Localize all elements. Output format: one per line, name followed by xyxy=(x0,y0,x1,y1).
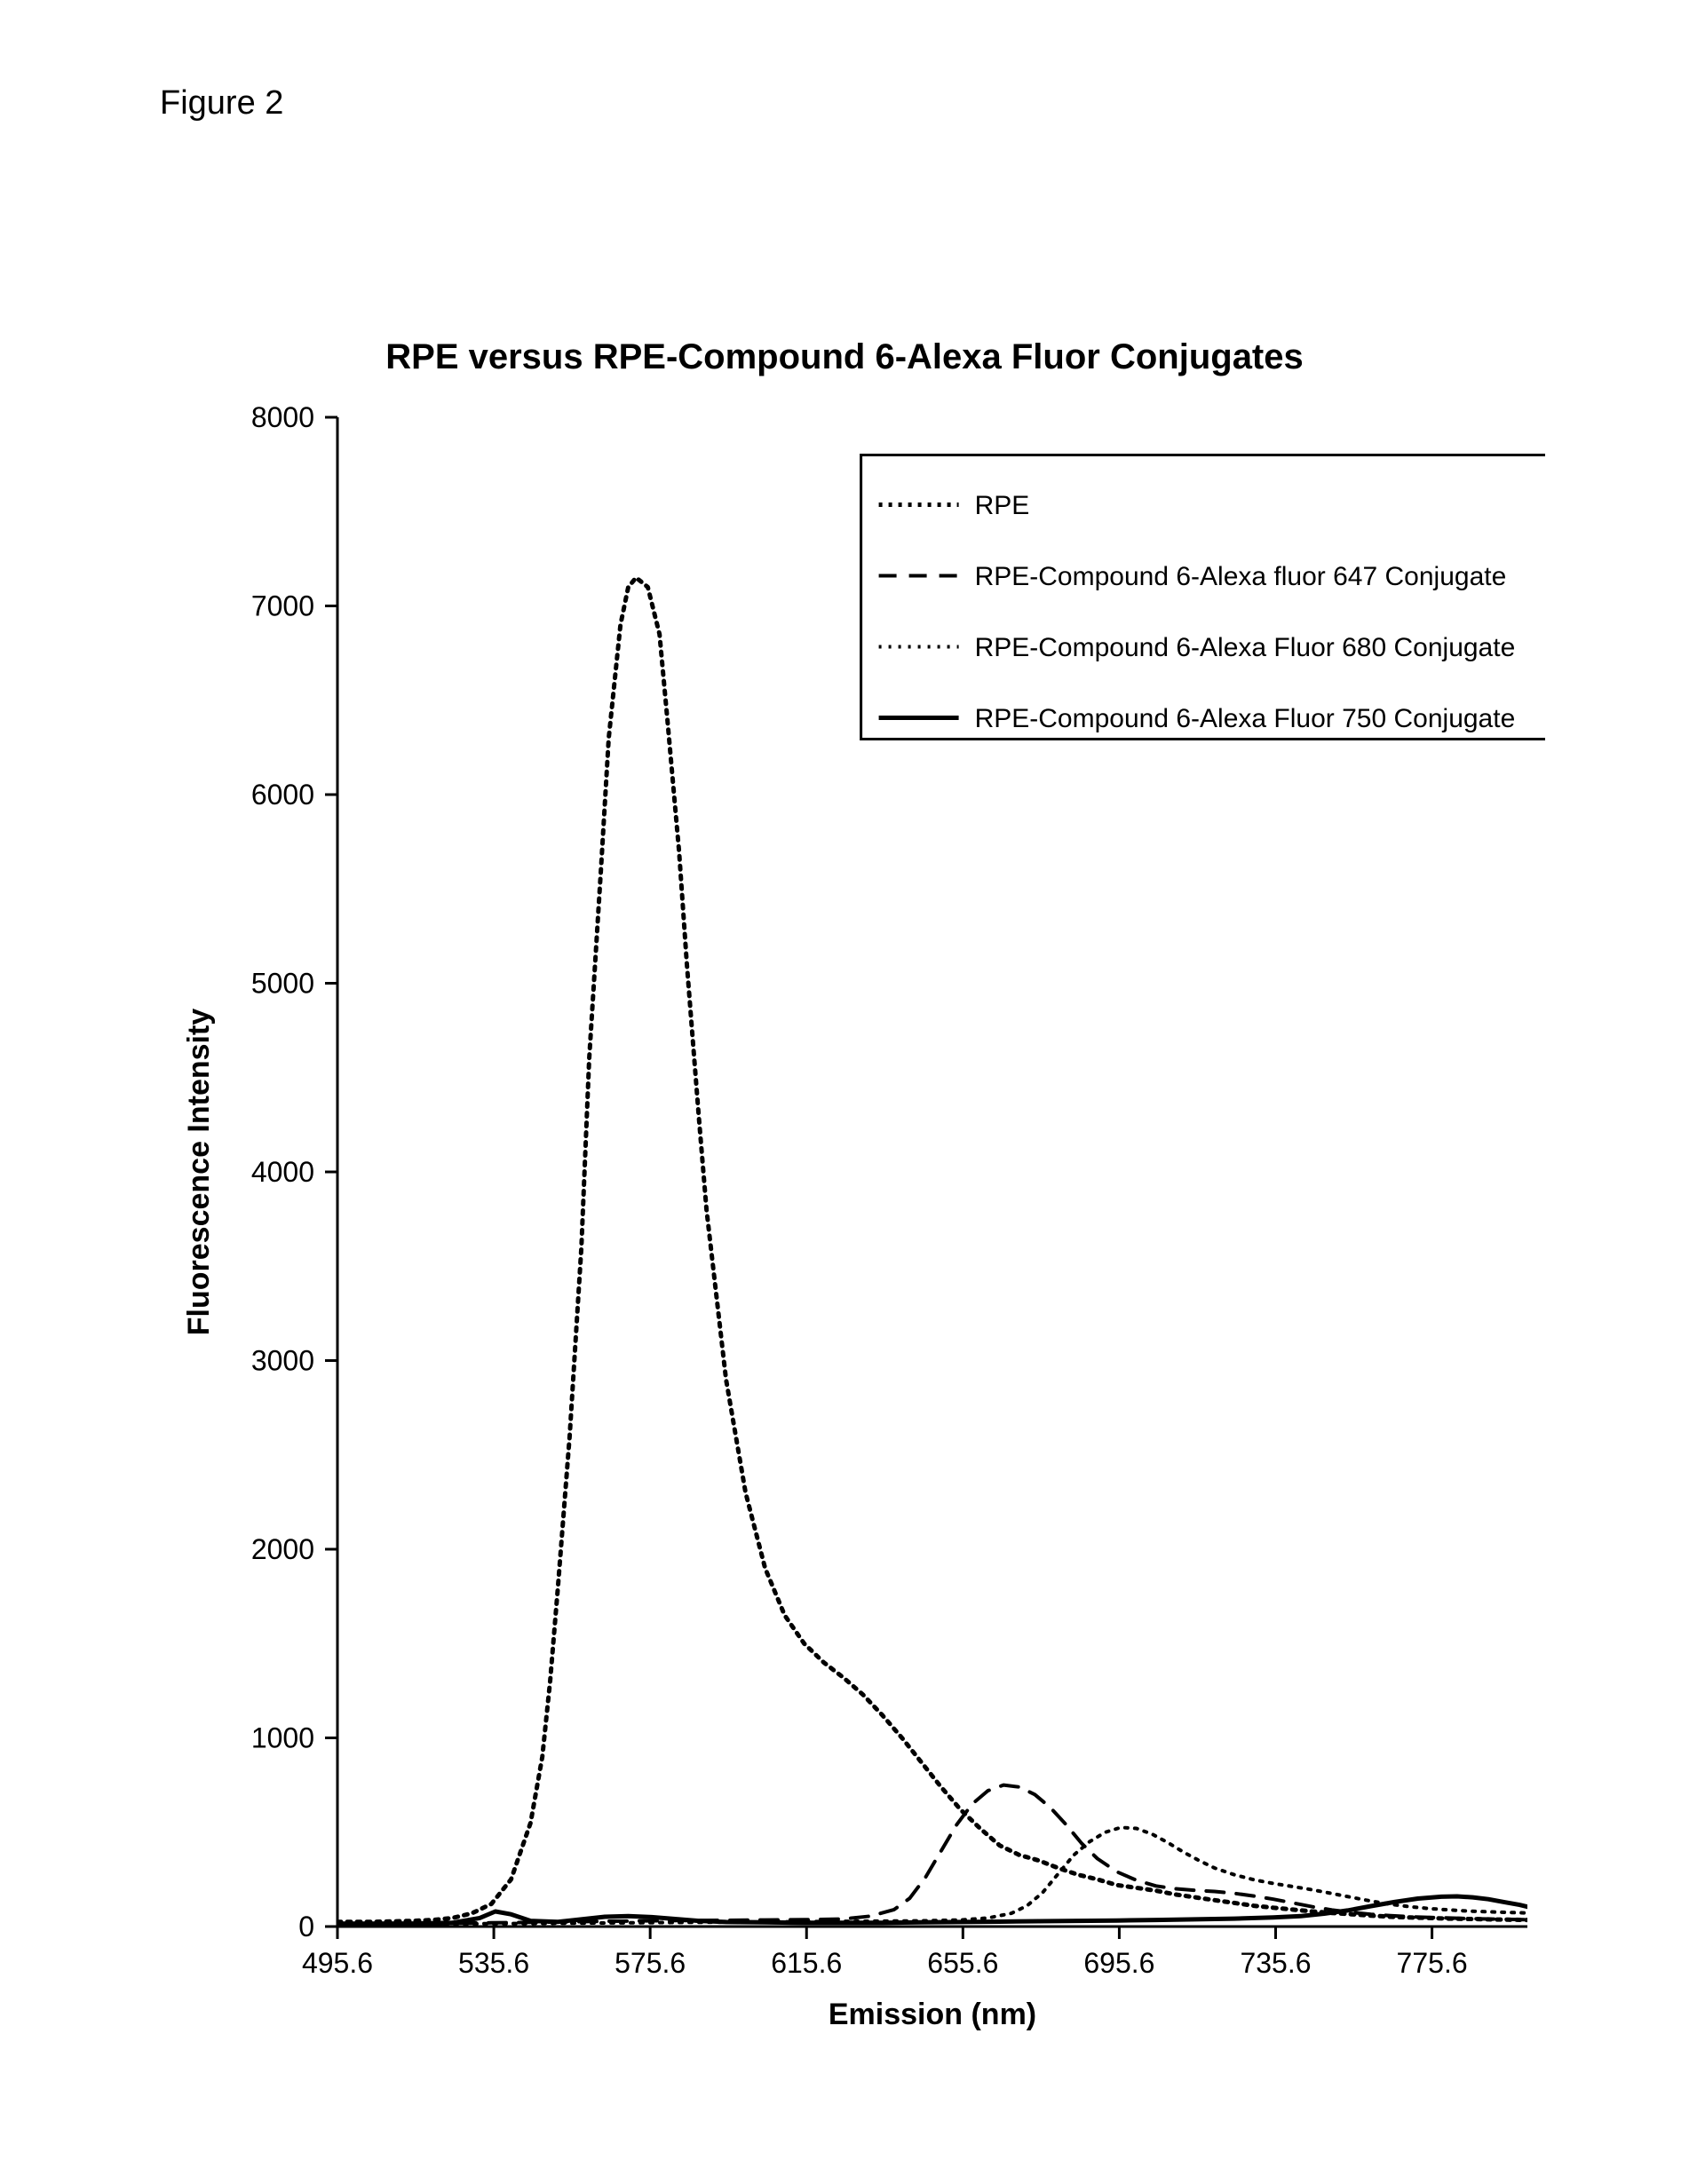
svg-text:5000: 5000 xyxy=(251,968,314,1000)
svg-text:495.6: 495.6 xyxy=(302,1947,373,1979)
y-axis-label: Fluorescence Intensity xyxy=(182,1009,216,1336)
svg-text:735.6: 735.6 xyxy=(1240,1947,1311,1979)
legend-label: RPE-Compound 6-Alexa fluor 647 Conjugate xyxy=(975,562,1507,591)
legend-label: RPE-Compound 6-Alexa Fluor 750 Conjugate xyxy=(975,704,1516,733)
svg-text:0: 0 xyxy=(298,1911,314,1943)
svg-text:6000: 6000 xyxy=(251,779,314,811)
svg-text:775.6: 775.6 xyxy=(1397,1947,1468,1979)
svg-text:535.6: 535.6 xyxy=(458,1947,529,1979)
svg-text:3000: 3000 xyxy=(251,1345,314,1377)
svg-text:4000: 4000 xyxy=(251,1156,314,1188)
svg-text:7000: 7000 xyxy=(251,590,314,622)
chart-svg: 0 1000 2000 3000 4000 5000 6000 7000 8000 495.6 53… xyxy=(160,391,1545,2077)
legend: RPE RPE-Compound 6-Alexa fluor 647 Conjug… xyxy=(861,455,1545,740)
svg-text:695.6: 695.6 xyxy=(1083,1947,1154,1979)
svg-text:1000: 1000 xyxy=(251,1722,314,1754)
legend-label: RPE-Compound 6-Alexa Fluor 680 Conjugate xyxy=(975,633,1516,662)
svg-text:615.6: 615.6 xyxy=(771,1947,842,1979)
svg-text:655.6: 655.6 xyxy=(927,1947,998,1979)
svg-text:8000: 8000 xyxy=(251,401,314,433)
svg-text:2000: 2000 xyxy=(251,1533,314,1565)
chart-title: RPE versus RPE-Compound 6-Alexa Fluor Co… xyxy=(0,337,1689,377)
x-axis-label: Emission (nm) xyxy=(829,1998,1036,2031)
legend-label: RPE xyxy=(975,491,1030,520)
svg-text:575.6: 575.6 xyxy=(615,1947,686,1979)
chart-container: 0 1000 2000 3000 4000 5000 6000 7000 8000 495.6 53… xyxy=(160,391,1545,2077)
figure-label: Figure 2 xyxy=(160,84,283,123)
